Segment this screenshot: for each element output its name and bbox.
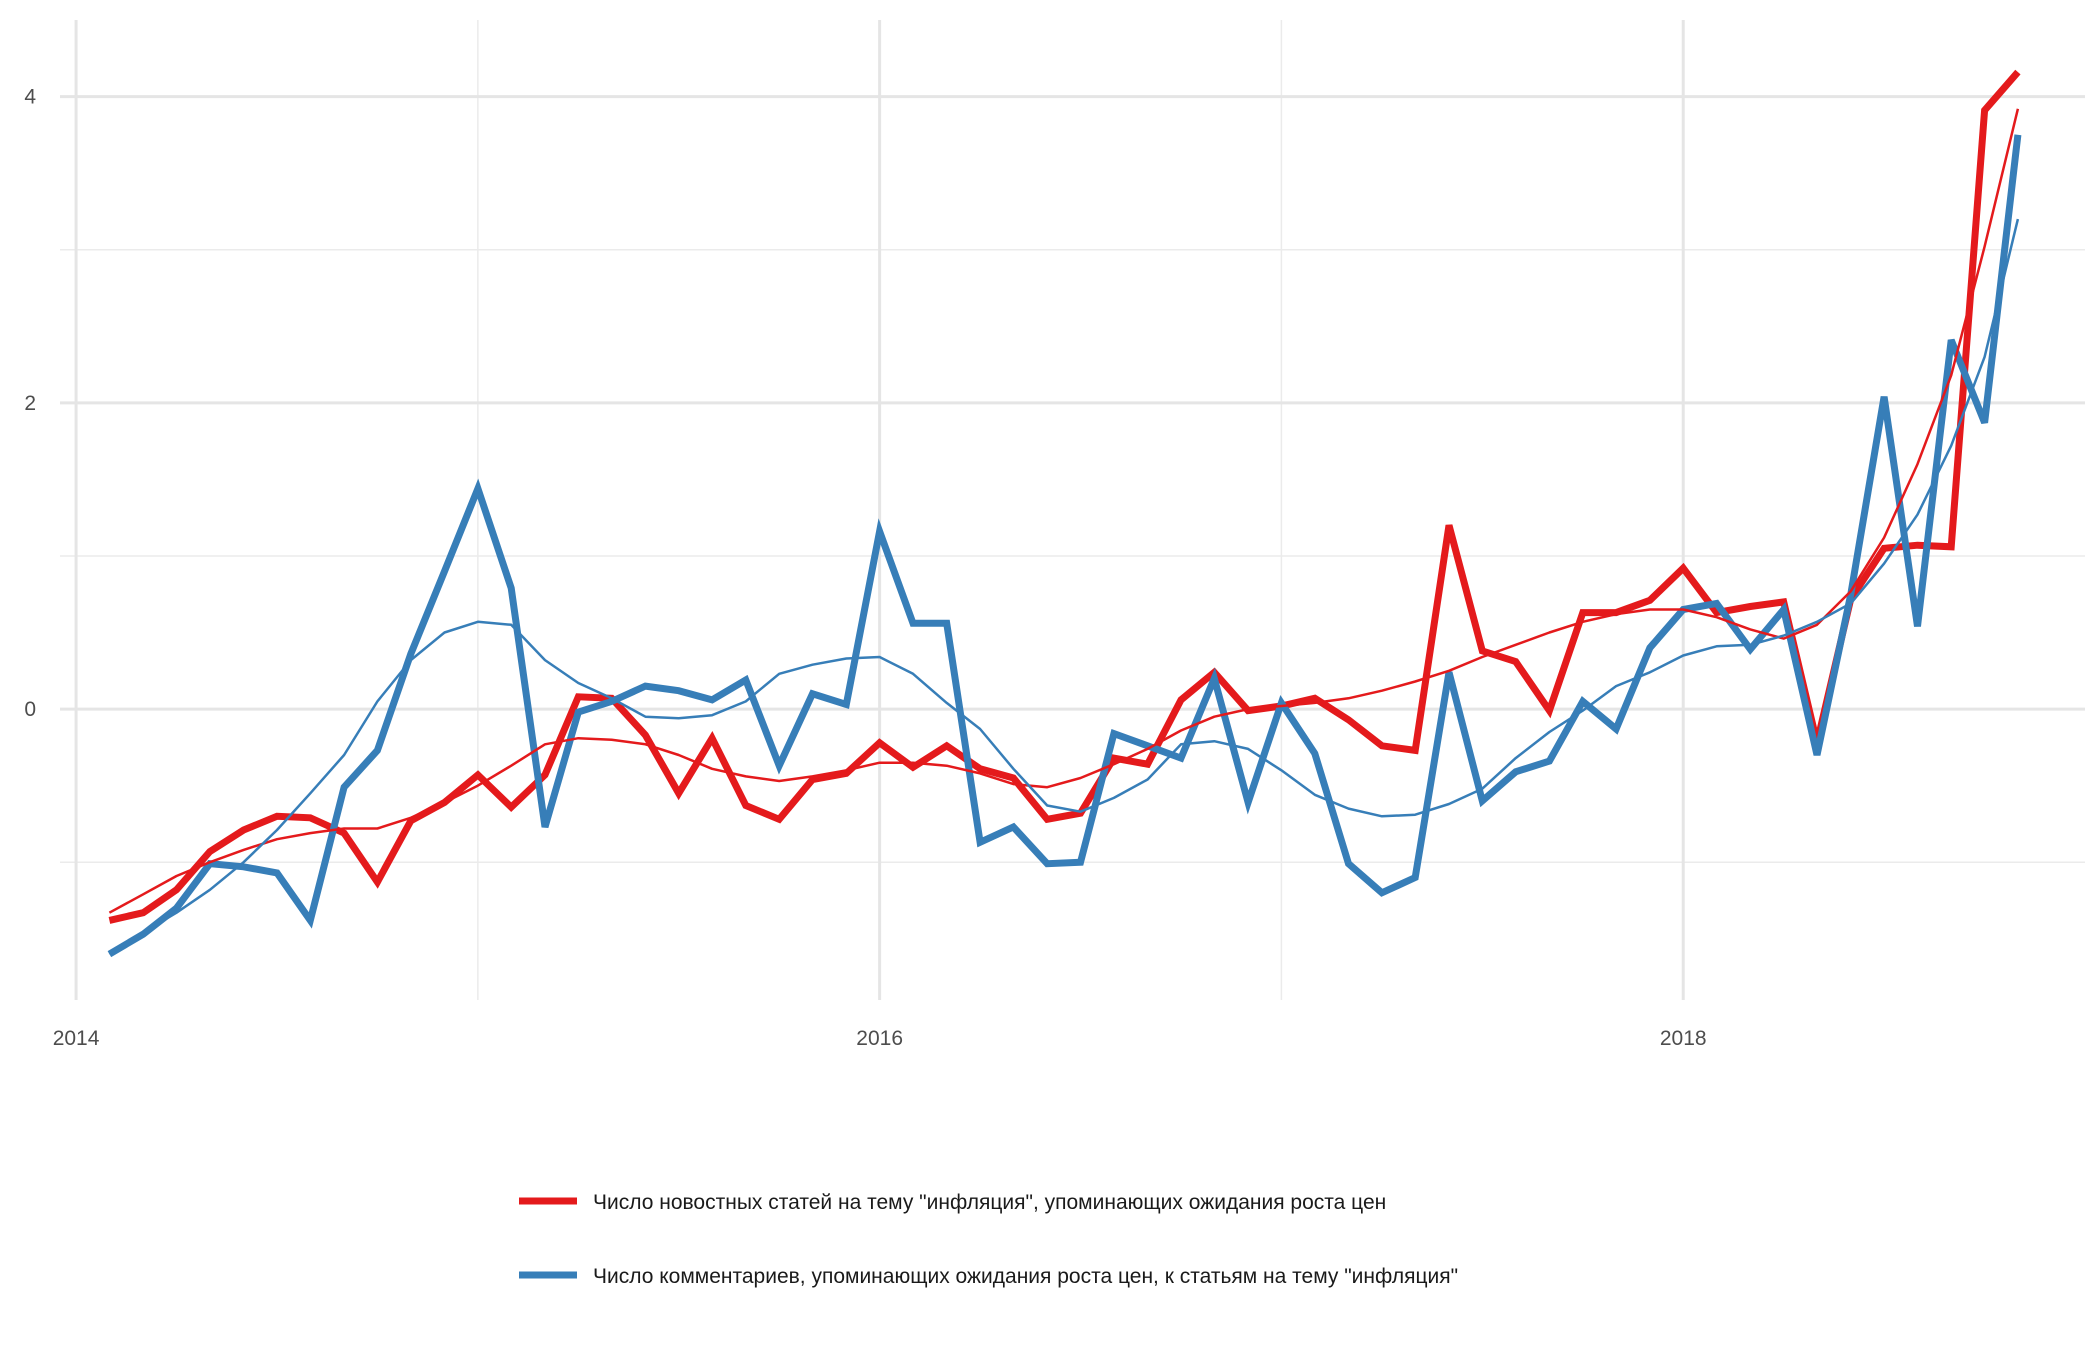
x-tick-label: 2016 [856,1027,903,1050]
legend-item-news-articles: Число новостных статей на тему "инфляция… [519,1191,1386,1214]
series-lines [107,69,2022,958]
series-line-0 [108,69,2021,924]
x-tick-label: 2018 [1660,1027,1707,1050]
trend-line-1 [108,218,2020,956]
x-axis-tick-labels: 2014 2016 2018 [53,1027,1707,1050]
series-line-1 [107,134,2022,958]
legend-item-comments: Число комментариев, упоминающих ожидания… [519,1265,1458,1288]
legend-label-comments: Число комментариев, упоминающих ожидания… [593,1265,1458,1288]
y-axis-tick-labels: 0 2 4 [24,86,36,722]
legend-label-news-articles: Число новостных статей на тему "инфляция… [593,1191,1386,1214]
minor-gridlines [60,20,2085,1000]
trend-line-0 [108,108,2020,914]
legend: Число новостных статей на тему "инфляция… [519,1191,1458,1288]
y-tick-label: 4 [24,86,36,109]
y-tick-label: 0 [24,698,36,721]
y-tick-label: 2 [24,392,36,415]
major-gridlines [60,20,2085,1000]
x-tick-label: 2014 [53,1027,100,1050]
